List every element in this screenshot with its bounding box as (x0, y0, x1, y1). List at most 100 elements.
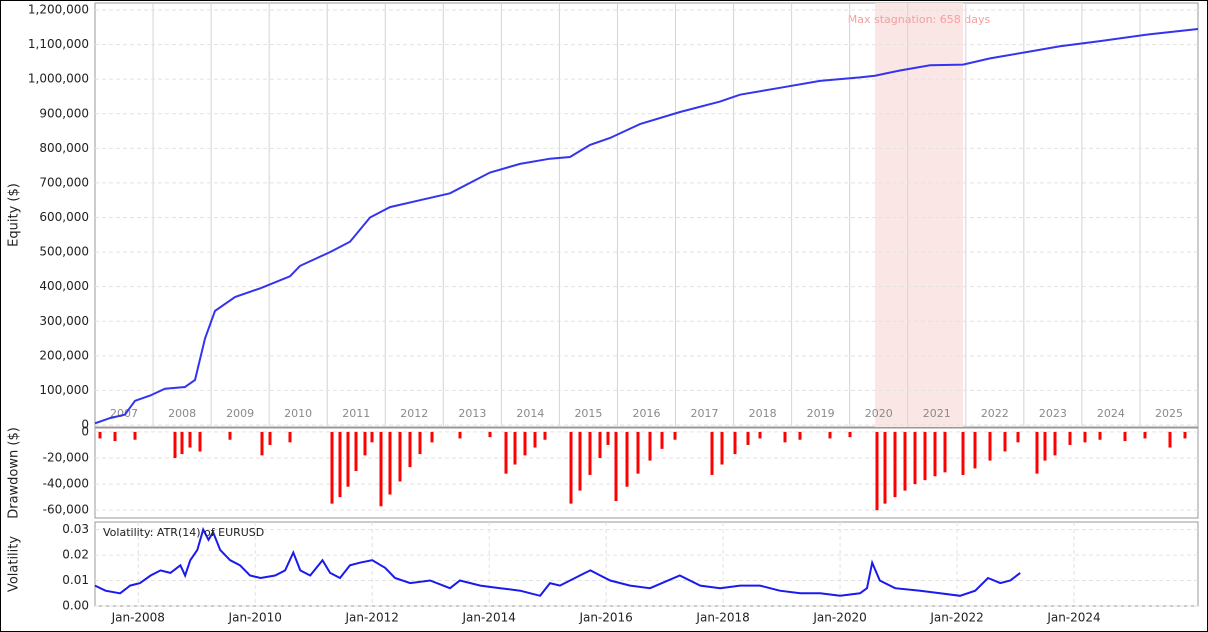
year-label: 2009 (226, 407, 254, 420)
y-tick-label: 0.01 (62, 573, 89, 587)
bar (578, 431, 582, 491)
year-label: 2019 (807, 407, 835, 420)
line (94, 526, 1021, 597)
bar (288, 431, 292, 443)
y-tick-label: 500,000 (39, 245, 89, 259)
bar (1098, 431, 1102, 440)
year-label: 2022 (981, 407, 1009, 420)
year-label: 2018 (749, 407, 777, 420)
bar (98, 431, 102, 439)
x-tick-label: Jan-2022 (929, 611, 983, 625)
bar (379, 431, 383, 507)
x-tick-label: Jan-2012 (345, 611, 399, 625)
bar (733, 431, 737, 455)
year-label: 2015 (574, 407, 602, 420)
y-tick-label: 400,000 (39, 279, 89, 293)
y-tick-label: 100,000 (39, 383, 89, 397)
line (94, 28, 1199, 425)
bar (606, 431, 610, 445)
bar (363, 431, 367, 456)
y-axis-label: Volatility (7, 536, 22, 592)
bar (848, 431, 852, 438)
bar (260, 431, 264, 456)
bar (710, 431, 714, 475)
y-tick-label: 800,000 (39, 141, 89, 155)
bar (1016, 431, 1020, 443)
bar (625, 431, 629, 487)
x-tick-label: Jan-2016 (578, 611, 632, 625)
bar (648, 431, 652, 461)
plot-area (94, 2, 1199, 428)
year-label: 2017 (691, 407, 719, 420)
bar (458, 431, 462, 439)
bar (883, 431, 887, 504)
bar (943, 431, 947, 473)
y-tick-label: 200,000 (39, 348, 89, 362)
bar (893, 431, 897, 498)
y-tick-label: 1,200,000 (28, 3, 89, 17)
bar (330, 431, 334, 504)
bar (1035, 431, 1039, 474)
bar (533, 431, 537, 448)
plot-area (94, 427, 1199, 519)
bar (430, 431, 434, 443)
year-label: 2010 (284, 407, 312, 420)
x-tick-label: Jan-2024 (1046, 611, 1100, 625)
bar (504, 431, 508, 474)
bar (973, 431, 977, 469)
bar (1068, 431, 1072, 445)
bar (370, 431, 374, 443)
bar (988, 431, 992, 461)
bar (346, 431, 350, 487)
x-tick-label: Jan-2010 (228, 611, 282, 625)
bar (1003, 431, 1007, 452)
bar (588, 431, 592, 475)
bar (488, 431, 492, 438)
bar (783, 431, 787, 443)
bar (933, 431, 937, 477)
bar (875, 431, 879, 511)
bar (113, 431, 117, 442)
bar (543, 431, 547, 440)
x-tick-label: Jan-2014 (461, 611, 515, 625)
bar (720, 431, 724, 465)
bar (418, 431, 422, 455)
bar (198, 431, 202, 452)
bar (673, 431, 677, 440)
y-tick-label: 900,000 (39, 106, 89, 120)
bar (903, 431, 907, 491)
bar (523, 431, 527, 456)
year-label: 2024 (1097, 407, 1125, 420)
bar (388, 431, 392, 495)
bar (1083, 431, 1087, 443)
bar (1123, 431, 1127, 442)
y-tick-label: 600,000 (39, 210, 89, 224)
year-label: 2025 (1155, 407, 1183, 420)
bar (636, 431, 640, 474)
y-tick-label: 0.02 (62, 548, 89, 562)
bar (1143, 431, 1147, 439)
y-tick-label: -20,000 (43, 451, 89, 465)
y-tick-label: 1,100,000 (28, 37, 89, 51)
bar (961, 431, 965, 475)
bar (338, 431, 342, 498)
bar (173, 431, 177, 458)
bar (758, 431, 762, 439)
y-tick-label: 0 (81, 418, 89, 432)
year-label: 2008 (168, 407, 196, 420)
bar (913, 431, 917, 485)
bar (513, 431, 517, 465)
x-tick-label: Jan-2020 (812, 611, 866, 625)
y-axis-label: Drawdown ($) (7, 427, 22, 519)
bar (614, 431, 618, 502)
y-tick-label: 0.00 (62, 599, 89, 613)
legend: Volatility: ATR(14) of EURUSD (103, 526, 264, 539)
x-tick-label: Jan-2018 (695, 611, 749, 625)
bar (1053, 431, 1057, 456)
bar (923, 431, 927, 481)
bar (569, 431, 573, 504)
bar (180, 431, 184, 455)
year-label: 2020 (865, 407, 893, 420)
year-label: 2011 (342, 407, 370, 420)
